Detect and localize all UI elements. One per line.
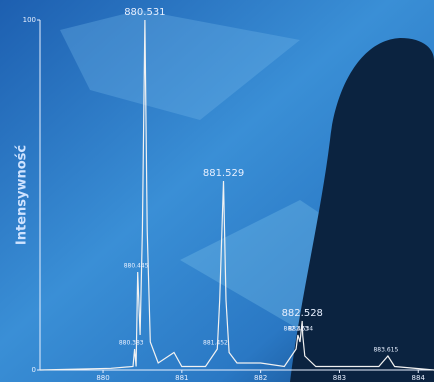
- peak-label: 883.615: [373, 347, 398, 354]
- x-tick-label: 880: [96, 374, 109, 382]
- x-tick-label: 884: [412, 374, 426, 382]
- peak-label: 882.528: [282, 308, 323, 319]
- peak-label: 881.452: [203, 340, 228, 347]
- peak-label: 880.445: [124, 263, 149, 270]
- y-tick-label: 0: [32, 366, 36, 374]
- peak-label: 881.529: [203, 168, 244, 179]
- background-shape: [60, 10, 300, 120]
- x-tick-label: 881: [175, 374, 188, 382]
- peak-label: 882.534: [288, 326, 313, 333]
- peak-label: 880.531: [124, 7, 165, 18]
- spectrum-line: [39, 19, 434, 371]
- peak-label: 880.383: [119, 340, 144, 347]
- y-tick-label: 100: [23, 16, 36, 24]
- background-silhouette: [290, 38, 434, 382]
- x-tick-label: 883: [333, 374, 346, 382]
- y-axis-label: Intensywność: [15, 145, 30, 246]
- x-tick-label: 882: [254, 374, 267, 382]
- peak-label: 882.473: [284, 326, 309, 333]
